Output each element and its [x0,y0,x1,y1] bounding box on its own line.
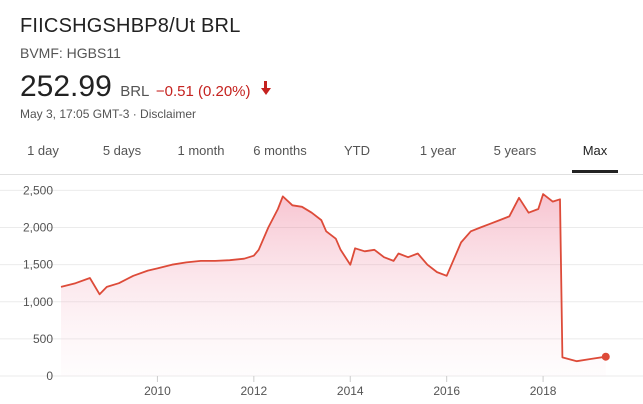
y-tick-label: 2,000 [23,221,53,235]
tab-max[interactable]: Max [572,131,618,173]
y-tick-label: 0 [46,369,53,383]
arrow-down-icon [260,81,271,95]
x-tick-label: 2018 [530,384,557,398]
x-tick-label: 2014 [337,384,364,398]
tabs-divider [0,174,643,175]
tab-5-days[interactable]: 5 days [102,143,142,158]
tab-6-months[interactable]: 6 months [253,143,307,158]
y-tick-label: 1,500 [23,258,53,272]
x-tick-label: 2012 [240,384,267,398]
ticker-symbol: BVMF: HGBS11 [20,45,121,61]
tab-1-day[interactable]: 1 day [27,143,59,158]
x-axis: 2010 2012 2014 2016 2018 [144,376,557,398]
price-line [60,193,606,363]
y-axis: 0 500 1,000 1,500 2,000 2,500 [23,183,53,383]
last-price-point[interactable] [601,352,610,361]
security-title: FIICSHGSHBP8/Ut BRL [20,15,241,37]
tab-1-year[interactable]: 1 year [419,143,457,158]
y-tick-label: 1,000 [23,295,53,309]
price-change: −0.51 (0.20%) [155,83,251,100]
y-tick-label: 500 [33,332,53,346]
y-tick-label: 2,500 [23,183,53,197]
timestamp-disclaimer[interactable]: May 3, 17:05 GMT-3 · Disclaimer [20,107,197,121]
tab-1-month[interactable]: 1 month [177,143,225,158]
x-tick-label: 2010 [144,384,171,398]
tab-ytd[interactable]: YTD [344,143,370,158]
price-area [61,194,606,376]
range-tabs: 1 day 5 days 1 month 6 months YTD 1 year… [0,131,643,173]
currency-label: BRL [120,83,150,100]
tab-5-years[interactable]: 5 years [493,143,537,158]
current-price: 252.99 [20,70,112,103]
x-tick-label: 2016 [433,384,460,398]
price-row: 252.99 BRL −0.51 (0.20%) [20,70,271,110]
